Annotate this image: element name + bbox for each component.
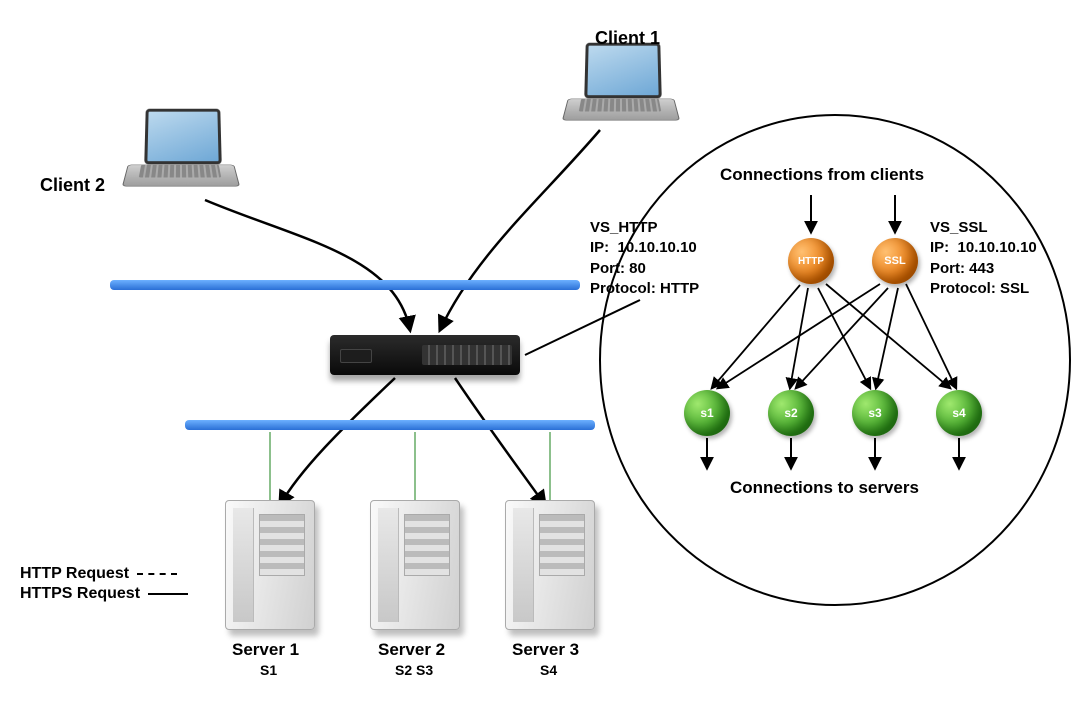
load-balancer	[330, 335, 520, 375]
legend-https: HTTPS Request	[20, 585, 140, 603]
server-1-sub: S1	[260, 662, 277, 678]
service-s2: s2	[768, 390, 814, 436]
vs-http-info: VS_HTTP IP: 10.10.10.10 Port: 80 Protoco…	[590, 218, 699, 299]
client2-label: Client 2	[40, 175, 105, 196]
server-3-sub: S4	[540, 662, 557, 678]
service-s1: s1	[684, 390, 730, 436]
netbar-top	[110, 280, 580, 290]
detail-title-clients: Connections from clients	[720, 165, 924, 185]
server-1	[225, 500, 315, 630]
conn-lb-detail	[525, 300, 640, 355]
vs-http-sphere: HTTP	[788, 238, 834, 284]
vs-ssl-sphere: SSL	[872, 238, 918, 284]
server-2-sub: S2 S3	[395, 662, 433, 678]
server-2	[370, 500, 460, 630]
client1-laptop	[560, 42, 680, 132]
detail-title-servers: Connections to servers	[730, 478, 919, 498]
conn-client1-lb	[440, 130, 600, 330]
server-1-label: Server 1	[232, 640, 299, 660]
server-3-label: Server 3	[512, 640, 579, 660]
legend-http: HTTP Request	[20, 565, 129, 583]
conn-lb-server3	[455, 378, 545, 505]
client1-label: Client 1	[595, 28, 660, 49]
server-2-label: Server 2	[378, 640, 445, 660]
detail-oval	[600, 115, 1070, 605]
server-3	[505, 500, 595, 630]
service-s4: s4	[936, 390, 982, 436]
service-s3: s3	[852, 390, 898, 436]
conn-lb-server1	[280, 378, 395, 505]
vs-ssl-info: VS_SSL IP: 10.10.10.10 Port: 443 Protoco…	[930, 218, 1037, 299]
conn-client2-lb	[205, 200, 410, 330]
netbar-bottom	[185, 420, 595, 430]
client2-laptop	[120, 108, 240, 198]
legend: HTTP Request HTTPS Request	[20, 563, 188, 605]
